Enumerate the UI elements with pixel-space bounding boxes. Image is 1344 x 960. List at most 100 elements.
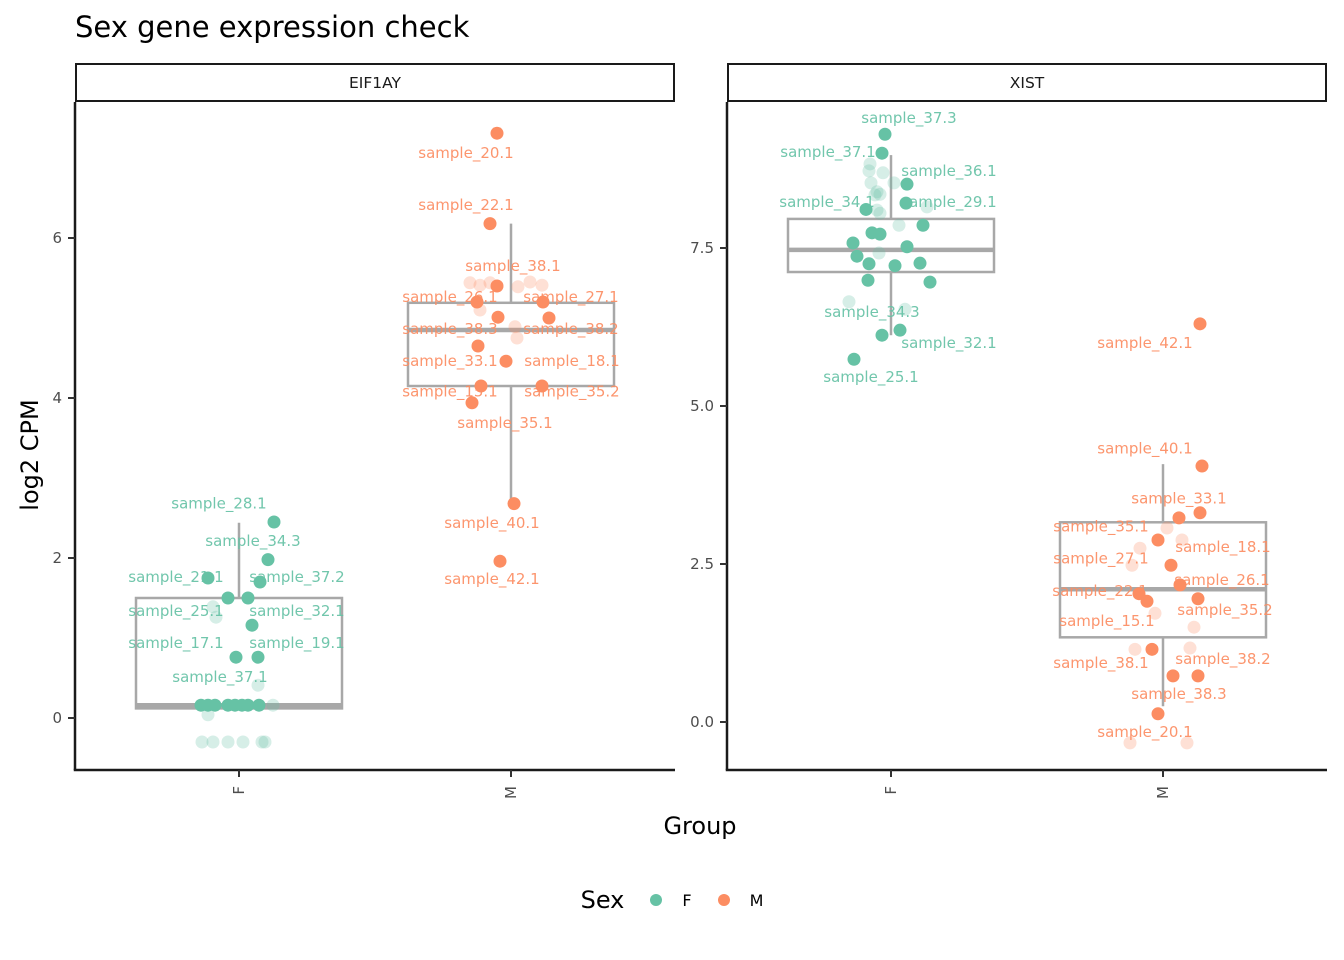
data-point-faded bbox=[1125, 558, 1139, 572]
sample-label: sample_27.1 bbox=[523, 288, 618, 307]
data-point-faded bbox=[511, 280, 525, 294]
legend-item-m: M bbox=[717, 891, 763, 910]
data-point bbox=[1193, 506, 1207, 520]
x-tick-label: M bbox=[502, 786, 520, 799]
sample-label: sample_37.2 bbox=[249, 568, 344, 587]
x-tick-label: F bbox=[230, 786, 248, 795]
sample-label: sample_38.2 bbox=[1175, 650, 1270, 669]
y-tick-label: 0 bbox=[52, 709, 62, 727]
sample-label: sample_35.1 bbox=[1053, 518, 1148, 537]
data-point-faded bbox=[870, 203, 884, 217]
sample-label: sample_34.3 bbox=[824, 303, 919, 322]
data-point bbox=[241, 698, 255, 712]
sample-label: sample_21.1 bbox=[128, 568, 223, 587]
y-tick-label: 5.0 bbox=[690, 397, 714, 415]
legend-swatch-m-icon bbox=[717, 894, 730, 906]
data-point-faded bbox=[206, 735, 220, 749]
sample-label: sample_40.1 bbox=[1097, 439, 1192, 458]
data-point bbox=[490, 279, 504, 293]
data-point bbox=[490, 126, 504, 140]
legend-title: Sex bbox=[580, 886, 625, 914]
sample-label: sample_35.2 bbox=[524, 383, 619, 402]
data-point-faded bbox=[258, 735, 272, 749]
data-point-faded bbox=[209, 610, 223, 624]
sample-label: sample_38.3 bbox=[402, 320, 497, 339]
data-point bbox=[241, 591, 255, 605]
data-point bbox=[267, 515, 281, 529]
data-point bbox=[899, 196, 913, 210]
sample-label: sample_42.1 bbox=[444, 570, 539, 589]
data-point bbox=[261, 553, 275, 567]
facet-strip-xist: XIST bbox=[727, 63, 1327, 102]
data-point-faded bbox=[920, 200, 934, 214]
y-tick-label: 2 bbox=[52, 549, 62, 567]
x-axis-title: Group bbox=[663, 812, 737, 840]
data-point-faded bbox=[195, 735, 209, 749]
data-point bbox=[916, 218, 930, 232]
data-point bbox=[1195, 459, 1209, 473]
data-point bbox=[893, 323, 907, 337]
data-point-faded bbox=[510, 331, 524, 345]
legend-label-f: F bbox=[682, 890, 692, 910]
page-title: Sex gene expression check bbox=[75, 10, 470, 44]
box bbox=[406, 301, 616, 388]
data-point bbox=[1145, 642, 1159, 656]
data-point-faded bbox=[868, 188, 882, 202]
data-point bbox=[208, 698, 222, 712]
data-point bbox=[1191, 669, 1205, 683]
sample-label: sample_20.1 bbox=[418, 144, 513, 163]
data-point bbox=[861, 273, 875, 287]
sample-label: sample_34.1 bbox=[779, 193, 874, 212]
data-point-faded bbox=[1187, 620, 1201, 634]
data-point-faded bbox=[206, 600, 220, 614]
sample-label: sample_35.1 bbox=[457, 414, 552, 433]
data-point bbox=[474, 379, 488, 393]
data-point-faded bbox=[864, 176, 878, 190]
data-point-faded bbox=[201, 708, 215, 722]
data-point-faded bbox=[898, 302, 912, 316]
data-point bbox=[471, 339, 485, 353]
data-point bbox=[491, 310, 505, 324]
sample-label: sample_33.1 bbox=[402, 352, 497, 371]
data-point bbox=[507, 497, 521, 511]
legend-swatch-f-icon bbox=[650, 894, 663, 906]
sample-label: sample_19.1 bbox=[249, 634, 344, 653]
facet-strip-eif1ay: EIF1AY bbox=[75, 63, 675, 102]
sample-label: sample_18.1 bbox=[524, 352, 619, 371]
data-point bbox=[900, 177, 914, 191]
data-point bbox=[923, 275, 937, 289]
data-point bbox=[878, 127, 892, 141]
sample-label: sample_37.1 bbox=[172, 668, 267, 687]
data-point-faded bbox=[872, 246, 886, 260]
data-point bbox=[862, 257, 876, 271]
data-point-faded bbox=[251, 678, 265, 692]
data-point-faded bbox=[873, 187, 887, 201]
sample-label: sample_34.3 bbox=[205, 532, 300, 551]
legend-item-f: F bbox=[650, 890, 692, 910]
data-point-faded bbox=[266, 698, 280, 712]
sample-label: sample_38.1 bbox=[1053, 654, 1148, 673]
data-point bbox=[470, 295, 484, 309]
sample-label: sample_15.1 bbox=[1059, 612, 1154, 631]
data-point bbox=[253, 575, 267, 589]
sample-label: sample_15.1 bbox=[402, 383, 497, 402]
data-point-faded bbox=[842, 295, 856, 309]
data-point-faded bbox=[1180, 736, 1194, 750]
sample-label: sample_35.2 bbox=[1177, 601, 1272, 620]
legend: Sex F M bbox=[0, 886, 1344, 914]
sample-label: sample_32.1 bbox=[249, 602, 344, 621]
y-tick-label: 7.5 bbox=[690, 239, 714, 257]
data-point-faded bbox=[508, 320, 522, 334]
data-point-faded bbox=[221, 735, 235, 749]
data-point bbox=[1166, 669, 1180, 683]
data-point-faded bbox=[887, 176, 901, 190]
data-point bbox=[542, 311, 556, 325]
data-point bbox=[873, 227, 887, 241]
data-point bbox=[536, 295, 550, 309]
sample-label: sample_29.1 bbox=[901, 193, 996, 212]
data-point bbox=[535, 379, 549, 393]
data-point-faded bbox=[1183, 641, 1197, 655]
y-tick-label: 0.0 bbox=[690, 713, 714, 731]
